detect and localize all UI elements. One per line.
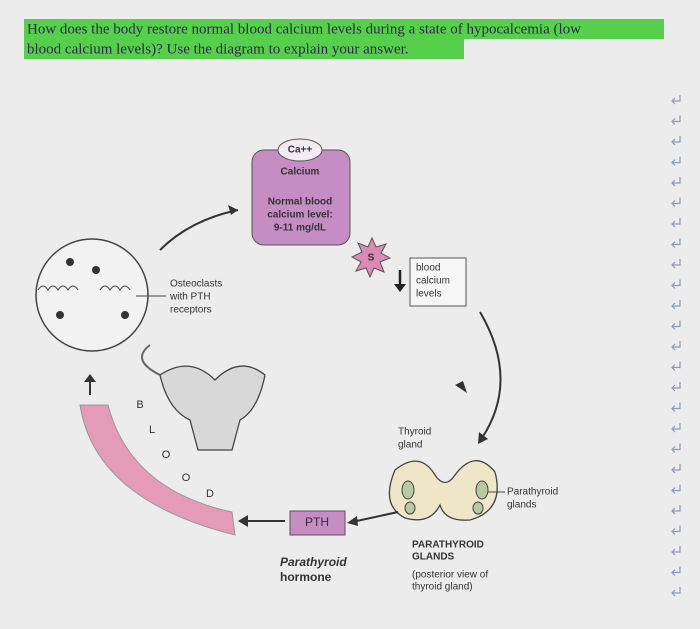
label: Thyroid bbox=[398, 427, 431, 438]
gland bbox=[472, 501, 484, 515]
paragraph-mark bbox=[671, 300, 681, 310]
highlight bbox=[24, 39, 464, 59]
paragraph-mark bbox=[671, 115, 681, 125]
vessel-letter: L bbox=[149, 424, 155, 436]
arrow bbox=[479, 311, 502, 439]
paragraph-mark bbox=[671, 546, 681, 556]
pth-box bbox=[289, 510, 346, 536]
label: (posterior view of bbox=[412, 570, 488, 581]
label: Calcium bbox=[281, 167, 320, 178]
label: thyroid gland) bbox=[412, 582, 473, 593]
thyroid-shape bbox=[388, 460, 498, 521]
paragraph-mark bbox=[671, 95, 681, 105]
vessel-letter: O bbox=[182, 472, 191, 484]
paragraph-mark bbox=[671, 423, 681, 433]
osteoclast bbox=[37, 285, 131, 291]
dot bbox=[92, 266, 100, 274]
label: calcium bbox=[416, 276, 450, 287]
label: calcium level: bbox=[267, 210, 333, 221]
paragraph-mark bbox=[671, 136, 681, 146]
gland bbox=[404, 501, 416, 515]
question-line: How does the body restore normal blood c… bbox=[27, 21, 581, 37]
label: Parathyroid bbox=[280, 555, 347, 569]
paragraph-mark bbox=[671, 464, 681, 474]
paragraph-mark bbox=[671, 341, 681, 351]
label: with PTH bbox=[169, 292, 211, 303]
vessel-letter: B bbox=[136, 399, 143, 411]
label: PTH bbox=[305, 515, 329, 529]
label: blood bbox=[416, 263, 440, 274]
paragraph-mark bbox=[671, 259, 681, 269]
label: Osteoclasts bbox=[170, 279, 222, 290]
paragraph-mark bbox=[671, 402, 681, 412]
label: S bbox=[368, 253, 375, 264]
paragraph-mark bbox=[671, 525, 681, 535]
label: PARATHYROID bbox=[412, 540, 484, 551]
bone-magnified bbox=[35, 238, 149, 352]
stimulus-burst bbox=[350, 236, 392, 279]
label: GLANDS bbox=[412, 552, 455, 563]
paragraph-mark bbox=[671, 505, 681, 515]
gland bbox=[401, 480, 415, 500]
paragraph-mark bbox=[671, 361, 681, 371]
dot bbox=[121, 311, 129, 319]
arrowhead bbox=[228, 205, 238, 215]
paragraph-mark bbox=[671, 566, 681, 576]
label: levels bbox=[416, 289, 442, 300]
paragraph-mark bbox=[671, 279, 681, 289]
arrowhead bbox=[394, 284, 406, 292]
arrowhead bbox=[84, 374, 96, 382]
dot bbox=[56, 311, 64, 319]
arrowhead bbox=[347, 516, 358, 526]
paragraph-mark bbox=[671, 177, 681, 187]
paragraph-marks bbox=[671, 95, 681, 597]
question-line: blood calcium levels)? Use the diagram t… bbox=[27, 41, 409, 57]
paragraph-mark bbox=[671, 320, 681, 330]
paragraph-mark bbox=[671, 156, 681, 166]
paragraph-mark bbox=[671, 238, 681, 248]
label: Ca++ bbox=[288, 145, 313, 156]
paragraph-mark bbox=[671, 587, 681, 597]
box bbox=[409, 257, 467, 307]
label: 9-11 mg/dL bbox=[274, 223, 326, 234]
vessel-letter: O bbox=[162, 449, 171, 461]
blood-vessel bbox=[79, 404, 236, 536]
paragraph-mark bbox=[671, 443, 681, 453]
paragraph-mark bbox=[671, 382, 681, 392]
ca-oval bbox=[277, 138, 323, 162]
dot bbox=[66, 258, 74, 266]
paragraph-mark bbox=[671, 197, 681, 207]
label: gland bbox=[398, 440, 422, 451]
pelvis bbox=[159, 365, 266, 451]
arrow bbox=[141, 344, 161, 376]
paragraph-mark bbox=[671, 218, 681, 228]
gland bbox=[475, 480, 489, 500]
label: Parathyroid bbox=[507, 487, 558, 498]
arrow bbox=[351, 511, 399, 523]
label: Normal blood bbox=[268, 197, 332, 208]
arrow bbox=[159, 209, 239, 251]
label: receptors bbox=[170, 305, 212, 316]
label: hormone bbox=[280, 570, 332, 584]
arrowhead bbox=[478, 432, 488, 444]
nerve-mark bbox=[455, 381, 467, 393]
paragraph-mark bbox=[671, 484, 681, 494]
highlight bbox=[24, 19, 664, 39]
vessel-letter: D bbox=[206, 488, 214, 500]
arrowhead bbox=[238, 515, 248, 527]
label: glands bbox=[507, 500, 536, 511]
